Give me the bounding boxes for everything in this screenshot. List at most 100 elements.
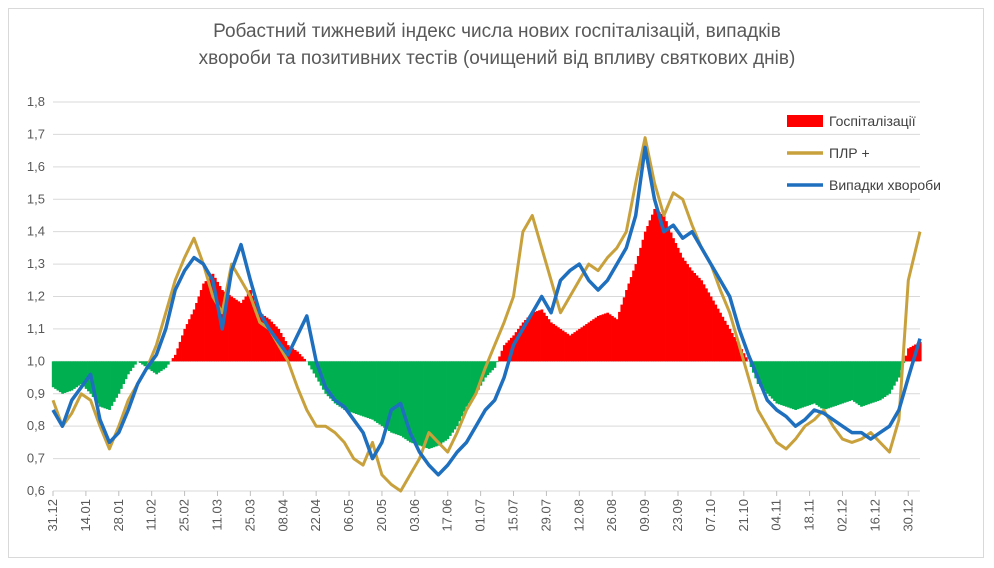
hospitalization-bar [632, 270, 635, 362]
hospitalization-bar [166, 361, 170, 365]
hospitalization-bar [662, 215, 666, 362]
hospitalization-bar [681, 257, 685, 362]
x-tick-label: 07.10 [703, 499, 718, 532]
chart-title: Робастний тижневий індекс числа нових го… [0, 18, 994, 72]
hospitalization-bar [524, 320, 527, 362]
hospitalization-bar [871, 361, 875, 403]
hospitalization-bar [864, 361, 868, 406]
hospitalization-bar [568, 335, 572, 362]
hospitalization-bar [853, 361, 856, 402]
hospitalization-bar [350, 361, 353, 413]
hospitalization-bar [411, 361, 415, 444]
hospitalization-bar [80, 361, 83, 385]
hospitalization-bar [782, 361, 786, 406]
hospitalization-bar [157, 361, 161, 373]
hospitalization-bar [58, 361, 62, 393]
hospitalization-bar [103, 361, 107, 409]
hospitalization-bar [803, 361, 807, 407]
hospitalization-bar [658, 212, 661, 362]
hospitalization-bar [437, 361, 440, 446]
hospitalization-bar [171, 358, 175, 362]
hospitalization-bar [470, 361, 473, 401]
hospitalization-bar [131, 361, 135, 368]
hospitalization-bar [665, 221, 668, 362]
hospitalization-bar [479, 361, 483, 386]
hospitalization-bar [416, 361, 419, 445]
hospitalization-bar [369, 361, 372, 419]
hospitalization-bar [641, 239, 645, 362]
hospitalization-bar [580, 327, 584, 362]
hospitalization-bar [545, 315, 548, 362]
x-tick-label: 06.05 [341, 499, 356, 532]
hospitalization-bar [387, 361, 391, 432]
x-tick-label: 08.04 [275, 499, 290, 532]
hospitalization-bar [761, 361, 765, 389]
hospitalization-bar [848, 361, 852, 402]
hospitalization-bar [578, 328, 581, 362]
hospitalization-bar [159, 361, 163, 372]
x-tick-label: 18.11 [802, 499, 817, 531]
chart-title-line-1: Робастний тижневий індекс числа нових го… [213, 21, 781, 42]
x-tick-label: 14.01 [78, 499, 93, 532]
hospitalization-bar [303, 358, 306, 362]
hospitalization-bar [378, 361, 382, 425]
hospitalization-bar [596, 315, 600, 362]
hospitalization-bar [547, 319, 551, 362]
hospitalization-bar [406, 361, 410, 441]
hospitalization-bar [441, 361, 445, 443]
hospitalization-bar [505, 342, 509, 362]
hospitalization-bar [587, 322, 591, 362]
hospitalization-bar [676, 247, 680, 362]
hospitalization-bar [603, 313, 607, 362]
hospitalization-bar [289, 346, 292, 362]
y-tick-label: 0,9 [27, 386, 45, 401]
hospitalization-bar [51, 361, 55, 388]
hospitalization-bar [618, 311, 621, 362]
hospitalization-bar [613, 317, 617, 362]
hospitalization-bar [162, 361, 166, 370]
hospitalization-bar [324, 361, 328, 394]
x-tick-label: 31.12 [45, 499, 60, 532]
x-tick-label: 15.07 [506, 499, 521, 532]
hospitalization-bar [646, 225, 650, 362]
hospitalization-bar [204, 281, 208, 362]
hospitalization-bar [798, 361, 802, 409]
hospitalization-bar [831, 361, 835, 407]
hospitalization-bar [56, 361, 60, 391]
hospitalization-bar [827, 361, 830, 409]
hospitalization-bar [789, 361, 793, 409]
hospitalization-bar [636, 255, 640, 362]
hospitalization-bar [648, 220, 652, 362]
hospitalization-bar [730, 332, 734, 362]
hospitalization-bar [625, 290, 628, 362]
hospitalization-bar [806, 361, 809, 406]
hospitalization-bar [237, 301, 241, 362]
hospitalization-bar [726, 324, 729, 362]
x-tick-label: 30.12 [900, 499, 915, 532]
x-tick-label: 22.04 [308, 499, 323, 532]
hospitalization-bar [697, 277, 701, 362]
hospitalization-bar [312, 361, 316, 374]
hospitalization-bar [192, 309, 196, 362]
hospitalization-bar [909, 347, 913, 362]
hospitalization-bar [888, 361, 892, 394]
y-tick-label: 0,7 [27, 451, 45, 466]
hospitalization-bar [709, 296, 713, 362]
hospitalization-bar [514, 332, 518, 362]
y-axis: 0,6 0,7 0,8 0,9 1,0 1,1 1,2 1,3 1,4 1,5 1,6 1,7 1,8 [27, 94, 45, 498]
hospitalization-bar [683, 260, 687, 362]
hospitalization-bar [700, 280, 704, 362]
hospitalization-bar [472, 361, 476, 397]
hospitalization-bar [822, 361, 826, 410]
hospitalization-bar [712, 300, 715, 362]
hospitalization-bar [876, 361, 880, 402]
hospitalization-bar [890, 361, 894, 390]
hospitalization-bar [63, 361, 67, 393]
hospitalization-bar [857, 361, 861, 406]
hospitalization-bar [423, 361, 426, 448]
hospitalization-bar [836, 361, 840, 406]
hospitalization-bar [256, 307, 259, 362]
hospitalization-bar [267, 319, 271, 362]
hospitalization-bar [716, 308, 720, 362]
